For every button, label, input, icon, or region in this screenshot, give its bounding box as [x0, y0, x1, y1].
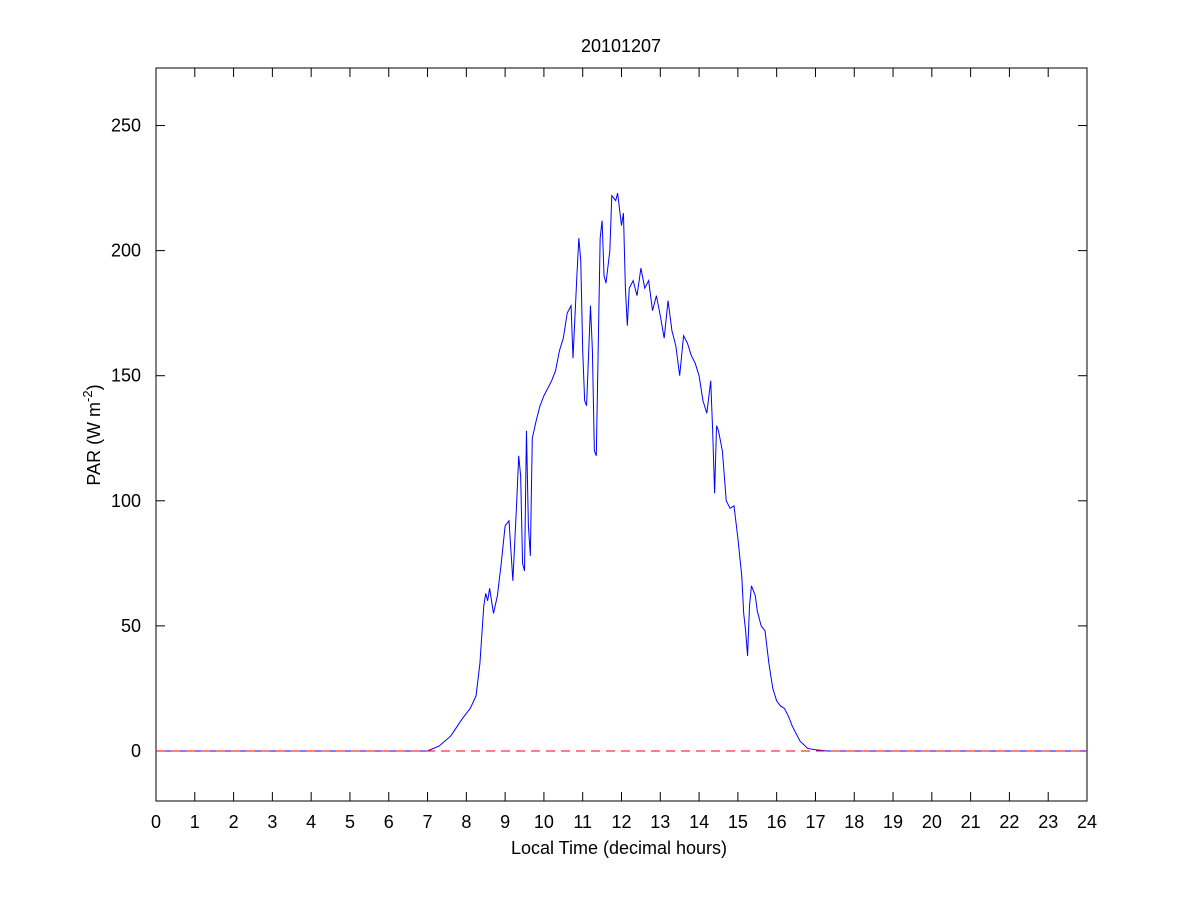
x-tick-label: 21	[961, 812, 981, 832]
x-tick-label: 10	[534, 812, 554, 832]
x-tick-label: 6	[384, 812, 394, 832]
x-tick-label: 20	[922, 812, 942, 832]
y-tick-label: 200	[111, 241, 141, 261]
x-axis-label: Local Time (decimal hours)	[511, 838, 727, 858]
y-axis-label-end: )	[84, 384, 104, 390]
x-tick-label: 12	[611, 812, 631, 832]
x-tick-label: 8	[461, 812, 471, 832]
x-tick-label: 9	[500, 812, 510, 832]
plot-area	[155, 67, 1088, 802]
y-tick-label: 250	[111, 116, 141, 136]
x-tick-label: 24	[1077, 812, 1097, 832]
x-tick-label: 4	[306, 812, 316, 832]
x-tick-label: 2	[229, 812, 239, 832]
x-tick-label: 13	[650, 812, 670, 832]
y-axis-label-text: PAR (W m	[84, 402, 104, 486]
x-tick-label: 11	[573, 812, 592, 832]
x-tick-label: 0	[151, 812, 161, 832]
x-tick-label: 5	[345, 812, 355, 832]
y-tick-label: 100	[111, 491, 141, 511]
x-tick-label: 23	[1038, 812, 1058, 832]
y-tick-label: 150	[111, 366, 141, 386]
x-tick-label: 17	[805, 812, 825, 832]
y-tick-label: 0	[131, 741, 141, 761]
x-tick-label: 15	[728, 812, 748, 832]
x-tick-label: 1	[190, 812, 200, 832]
x-tick-label: 16	[767, 812, 787, 832]
x-tick-label: 14	[689, 812, 709, 832]
chart-title: 20101207	[581, 36, 661, 56]
data-line	[156, 192, 1087, 752]
y-axis-label-sup: -2	[80, 390, 95, 402]
x-tick-label: 19	[883, 812, 903, 832]
x-tick-label: 3	[267, 812, 277, 832]
x-tick-label: 18	[844, 812, 864, 832]
y-tick-label: 50	[121, 616, 141, 636]
x-tick-label: 7	[423, 812, 433, 832]
x-tick-label: 22	[999, 812, 1019, 832]
y-axis-label: PAR (W m-2)	[80, 384, 104, 485]
